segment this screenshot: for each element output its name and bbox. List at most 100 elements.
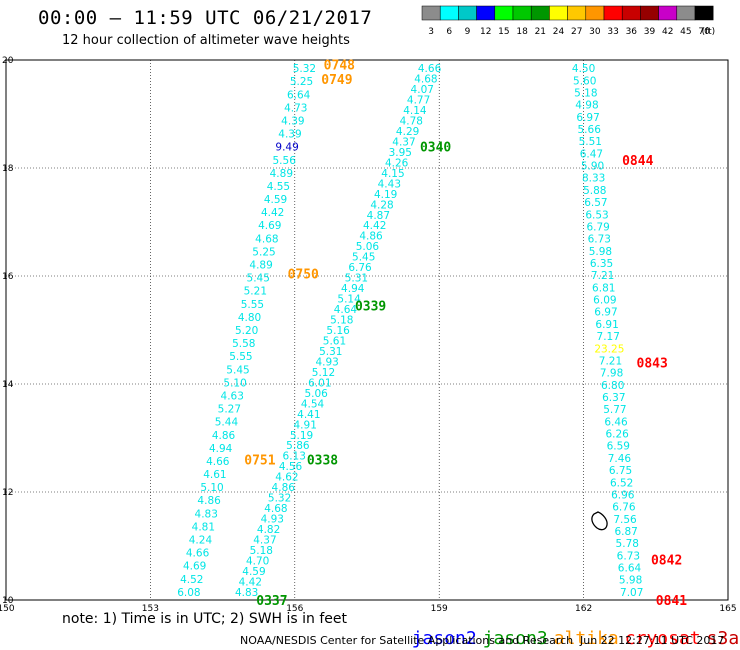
wave-height-value: 5.18 (574, 87, 597, 99)
colorbar-swatch (603, 5, 623, 21)
wave-height-value: 5.19 (290, 430, 313, 442)
altimeter-tracks: 5.325.256.644.734.394.399.495.564.894.55… (177, 63, 643, 599)
wave-height-value: 5.27 (218, 404, 241, 416)
wave-height-value: 6.73 (588, 234, 611, 246)
wave-height-value: 5.10 (223, 377, 246, 389)
wave-height-value: 6.59 (607, 441, 630, 453)
wave-height-value: 6.64 (287, 89, 311, 101)
wave-height-value: 4.24 (189, 535, 213, 547)
wave-height-value: 5.32 (268, 493, 291, 505)
pass-time-label: 0841 (656, 594, 687, 609)
wave-height-value: 6.64 (618, 563, 642, 575)
colorbar-tick-label: 24 (553, 27, 565, 37)
colorbar-swatch (567, 5, 587, 21)
wave-height-value: 4.42 (261, 207, 284, 219)
wave-height-value: 6.76 (612, 502, 636, 514)
pass-time-label: 0844 (622, 154, 653, 169)
colorbar-tick-label: 6 (446, 27, 452, 37)
wave-height-value: 4.86 (359, 231, 383, 243)
wave-height-value: 4.82 (257, 524, 280, 536)
wave-height-value: 4.39 (278, 129, 301, 141)
colorbar-tick-label: 33 (607, 27, 618, 37)
wave-height-value: 5.55 (241, 299, 264, 311)
wave-height-value: 4.83 (235, 587, 258, 599)
wave-height-value: 3.95 (389, 147, 412, 159)
colorbar-tick-label: 36 (626, 27, 638, 37)
wave-height-value: 4.50 (572, 63, 595, 75)
wave-height-value: 5.31 (345, 273, 368, 285)
wave-height-value: 23.25 (594, 343, 624, 355)
wave-height-value: 5.86 (286, 440, 310, 452)
axis-labels: 150 153 156 159 162 165 10 12 14 16 18 20 (0, 56, 737, 614)
colorbar-swatch (439, 5, 459, 21)
longitude-tick-label: 150 (0, 604, 15, 614)
colorbar-unit: (ft) (702, 27, 716, 37)
generated-timestamp: Jun 22 12:27:11 UTC 2017 (580, 634, 725, 647)
wave-height-value: 4.73 (284, 102, 307, 114)
pass-time-label: 0748 (324, 58, 355, 73)
latitude-tick-label: 16 (2, 272, 14, 282)
wave-height-value: 5.18 (250, 545, 273, 557)
wave-height-value: 7.07 (620, 587, 643, 599)
wave-height-value: 5.88 (583, 185, 606, 197)
wave-height-value: 5.10 (200, 482, 223, 494)
colorbar-swatch (530, 5, 550, 21)
wave-height-value: 5.51 (579, 136, 602, 148)
wave-height-value: 4.87 (367, 210, 390, 222)
colorbar-swatch (512, 5, 532, 21)
wave-height-value: 6.37 (602, 392, 625, 404)
colorbar-swatch (549, 5, 568, 21)
wave-height-value: 5.31 (319, 346, 342, 358)
colorbar-swatch (494, 5, 514, 21)
wave-height-value: 4.80 (238, 312, 261, 324)
wave-height-value: 4.66 (186, 548, 210, 560)
longitude-tick-label: 159 (431, 604, 448, 614)
longitude-tick-label: 156 (286, 604, 303, 614)
wave-height-value: 5.60 (573, 75, 596, 87)
wave-height-value: 4.89 (270, 168, 293, 180)
wave-height-value: 6.96 (611, 489, 635, 501)
wave-height-value: 5.90 (581, 161, 604, 173)
satellite-cryosat: cryosat (624, 628, 701, 649)
wave-height-value: 4.42 (363, 220, 386, 232)
satellite-jason2: jason2 (411, 628, 477, 649)
latitude-tick-label: 20 (2, 56, 14, 66)
pass-time-label: 0842 (651, 554, 682, 569)
wave-height-value: 5.16 (326, 325, 350, 337)
wave-height-value: 5.25 (290, 76, 313, 88)
wave-height-value: 6.81 (592, 282, 615, 294)
colorbar-tick-label: 39 (644, 27, 656, 37)
pass-time-label: 0338 (307, 454, 338, 469)
wave-height-value: 4.89 (249, 260, 272, 272)
colorbar-tick-label: 42 (662, 27, 673, 37)
map-grid (5, 59, 729, 601)
wave-height-value: 5.06 (304, 388, 328, 400)
wave-height-value: 4.68 (414, 74, 437, 86)
wave-height-value: 5.58 (232, 338, 255, 350)
wave-height-value: 5.06 (356, 241, 380, 253)
colorbar-tick-label: 18 (516, 27, 528, 37)
wave-height-value: 7.21 (591, 270, 614, 282)
wave-height-value: 4.78 (400, 115, 423, 127)
wave-height-value: 4.28 (370, 199, 393, 211)
wave-height-value: 4.26 (385, 157, 409, 169)
wave-height-value: 4.56 (279, 461, 303, 473)
wave-height-value: 4.91 (294, 419, 317, 431)
wave-height-value: 4.59 (242, 566, 265, 578)
wave-height-value: 5.66 (578, 124, 602, 136)
colorbar-tick-label: 70 (698, 27, 710, 37)
pass-time-label: 0337 (256, 594, 287, 609)
wave-height-value: 4.68 (255, 233, 278, 245)
wave-height-value: 4.64 (334, 304, 358, 316)
wave-height-value: 6.76 (348, 262, 372, 274)
wave-height-value: 5.77 (603, 404, 626, 416)
wave-height-value: 4.69 (183, 561, 206, 573)
colorbar-swatch (585, 5, 605, 21)
wave-height-value: 4.61 (203, 469, 226, 481)
wave-height-value: 5.45 (352, 252, 375, 264)
wave-height-value: 6.46 (604, 416, 628, 428)
track-altika-0748: 5.325.256.644.734.394.399.495.564.894.55… (177, 63, 316, 599)
wave-height-value: 6.53 (585, 209, 608, 221)
colorbar-legend: 3 6 9 12 15 18 21 24 27 30 33 36 39 42 45 70(ft) (421, 5, 716, 37)
